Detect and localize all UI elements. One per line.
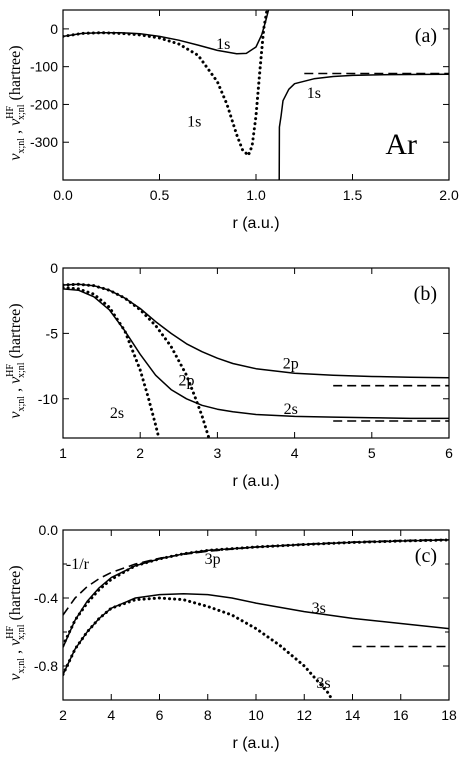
curves — [63, 538, 449, 700]
y-label-hf-sup: HF — [5, 106, 16, 119]
y-tick-label: -300 — [30, 134, 58, 150]
curve-label: 3s — [312, 600, 326, 617]
y-label-sub: x;nl — [16, 658, 27, 674]
y-axis-label: vx;nl , vHFx;nl (hartree) — [5, 45, 27, 160]
curve-label: 2p — [283, 355, 299, 372]
x-axis-label: r (a.u.) — [232, 215, 279, 232]
y-label-hf-sup: HF — [5, 364, 16, 377]
x-tick-label: 18 — [441, 707, 457, 723]
y-label-sub: x;nl — [16, 138, 27, 154]
plot-frame — [62, 529, 450, 701]
x-tick-label: 4 — [107, 707, 115, 723]
y-tick-label: 0 — [50, 260, 58, 276]
series-dotted-line-3 — [63, 596, 334, 700]
series-dotted-line-3 — [63, 10, 269, 157]
curve-label: 3p — [205, 551, 221, 568]
curve-label: -1/r — [66, 556, 90, 573]
x-axis-label: r (a.u.) — [232, 473, 279, 490]
x-tick-label: 10 — [248, 707, 264, 723]
y-label-unit: (hartree) — [7, 45, 24, 104]
y-tick-label: -10 — [38, 391, 58, 407]
x-tick-label: 0.0 — [53, 187, 73, 203]
x-tick-label: 1.0 — [246, 187, 266, 203]
y-label-sep: , — [7, 646, 24, 658]
y-tick-label: -0.4 — [34, 590, 58, 606]
y-label-hf-symbol: v — [7, 638, 24, 646]
y-tick-label: 0.0 — [39, 522, 59, 538]
curves — [63, 282, 449, 438]
panel-label: (a) — [415, 25, 437, 47]
x-tick-label: 2 — [59, 707, 67, 723]
y-label-sep: , — [7, 384, 24, 396]
curve-label: 1s — [187, 113, 201, 130]
y-label-unit: (hartree) — [7, 303, 24, 362]
series-solid-line-2 — [63, 288, 449, 420]
curve-label: 2s — [110, 405, 124, 422]
x-tick-label: 2.0 — [439, 187, 459, 203]
series-solid-line-1 — [63, 539, 449, 648]
series-dotted-line-3 — [63, 286, 161, 438]
series-solid-line-1 — [63, 10, 270, 55]
curve-label: 1s — [216, 36, 230, 53]
x-tick-label: 0.5 — [150, 187, 170, 203]
panel-label: (b) — [414, 283, 437, 305]
y-tick-label: 0 — [50, 21, 58, 37]
curves — [63, 10, 449, 180]
y-axis-label: vx;nl , vHFx;nl (hartree) — [5, 303, 27, 418]
x-tick-label: 12 — [296, 707, 312, 723]
curve-label: 3s — [316, 675, 330, 692]
element-label: Ar — [385, 128, 417, 161]
x-tick-label: 4 — [291, 445, 299, 461]
y-label-symbol: v — [7, 673, 24, 681]
y-tick-label: -100 — [30, 59, 58, 75]
panel-3: 2 4 6 8 10 12 14 16 18 0.0 -0.4 -0.8 -1/r 3p 3s 3s (c) r … — [5, 522, 457, 752]
x-tick-label: 6 — [445, 445, 453, 461]
y-tick-label: -5 — [46, 325, 59, 341]
x-tick-label: 8 — [204, 707, 212, 723]
y-tick-label: -0.8 — [34, 658, 58, 674]
x-tick-label: 1.5 — [343, 187, 363, 203]
series-solid-line-2 — [278, 73, 449, 180]
y-label-hf-sub: x;nl — [16, 624, 27, 640]
x-tick-label: 16 — [393, 707, 409, 723]
x-tick-label: 5 — [368, 445, 376, 461]
y-label-symbol: v — [7, 411, 24, 419]
y-label-symbol: v — [7, 153, 24, 161]
panel-label: (c) — [415, 545, 437, 567]
y-label-sub: x;nl — [16, 396, 27, 412]
plot-frame — [62, 267, 450, 439]
y-label-hf-symbol: v — [7, 376, 24, 384]
y-axis-label: vx;nl , vHFx;nl (hartree) — [5, 565, 27, 680]
y-label-sep: , — [7, 126, 24, 138]
panel-1: 0.0 0.5 1.0 1.5 2.0 0 -100 -200 -300 1s 1s 1s (a) Ar r… — [5, 9, 459, 232]
y-label-hf-symbol: v — [7, 118, 24, 126]
series-dotted-line-4 — [63, 282, 211, 438]
series-dashed-line-5 — [63, 538, 449, 616]
curve-label: 1s — [307, 85, 321, 102]
x-tick-label: 3 — [214, 445, 222, 461]
y-label-hf-sub: x;nl — [16, 362, 27, 378]
x-tick-label: 1 — [59, 445, 67, 461]
y-label-hf-sub: x;nl — [16, 104, 27, 120]
curve-label: 2p — [179, 372, 195, 389]
series-solid-line-1 — [63, 283, 449, 379]
x-axis-label: r (a.u.) — [232, 735, 279, 752]
series-dotted-line-4 — [63, 538, 449, 648]
curve-label: 2s — [284, 401, 298, 418]
y-label-unit: (hartree) — [7, 565, 24, 624]
x-tick-label: 14 — [345, 707, 361, 723]
y-label-hf-sup: HF — [5, 626, 16, 639]
x-tick-label: 2 — [136, 445, 144, 461]
x-tick-label: 6 — [156, 707, 164, 723]
y-tick-label: -200 — [30, 96, 58, 112]
